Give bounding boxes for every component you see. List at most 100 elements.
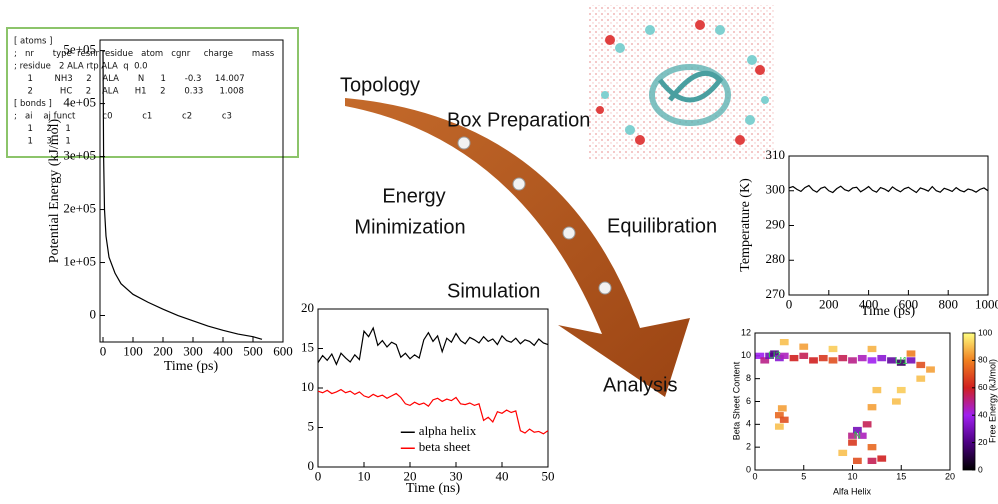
annotation: U1 xyxy=(895,356,908,367)
heat-cell xyxy=(799,353,808,359)
y-tick-label: 12 xyxy=(741,327,751,337)
annotation: N xyxy=(854,430,861,441)
topology-line: 1 3 1 xyxy=(14,137,71,147)
x-tick-label: 0 xyxy=(786,296,793,311)
x-tick-label: 300 xyxy=(183,343,203,358)
y-tick-label: 4e+05 xyxy=(63,95,96,110)
heat-cell xyxy=(775,423,784,429)
stage-label: Topology xyxy=(340,74,420,96)
heat-cell xyxy=(809,357,818,363)
x-tick-label: 40 xyxy=(496,468,509,483)
colorbar-tick-label: 40 xyxy=(978,409,988,419)
y-axis-label: Beta Sheet Content xyxy=(731,361,741,440)
heat-cell xyxy=(868,444,877,450)
heat-cell xyxy=(863,421,872,427)
y-tick-label: 8 xyxy=(746,373,751,383)
plot-frame xyxy=(789,156,988,295)
heat-cell xyxy=(916,362,925,368)
x-axis-label: Time (ps) xyxy=(861,304,916,319)
x-tick-label: 10 xyxy=(358,468,371,483)
x-tick-label: 0 xyxy=(100,343,107,358)
y-tick-label: 0 xyxy=(90,306,97,321)
stage-label: Analysis xyxy=(603,374,677,396)
x-tick-label: 200 xyxy=(819,296,839,311)
colorbar-tick-label: 20 xyxy=(978,437,988,447)
x-tick-label: 200 xyxy=(153,343,173,358)
heat-cell xyxy=(868,346,877,352)
x-tick-label: 500 xyxy=(243,343,263,358)
series-line xyxy=(789,186,988,193)
x-tick-label: 600 xyxy=(273,343,293,358)
x-axis-label: Time (ns) xyxy=(406,481,461,496)
x-axis-label: Alfa Helix xyxy=(833,486,872,496)
heat-cell xyxy=(858,355,867,361)
y-tick-label: 15 xyxy=(301,339,314,354)
topology-line: ; nr type resnr residue atom cgnr charge… xyxy=(14,49,275,59)
x-tick-label: 15 xyxy=(896,472,906,482)
workflow-figure: [ atoms ] ; nr type resnr residue atom cg… xyxy=(0,0,998,499)
x-tick-label: 10 xyxy=(847,472,857,482)
annotation: U2 xyxy=(768,350,781,361)
x-tick-label: 20 xyxy=(945,472,955,482)
heat-cell xyxy=(799,344,808,350)
heat-cell xyxy=(907,357,916,363)
y-tick-label: 1e+05 xyxy=(63,254,96,269)
x-tick-label: 0 xyxy=(752,472,757,482)
y-tick-label: 0 xyxy=(746,464,751,474)
y-tick-label: 6 xyxy=(746,396,751,406)
colorbar-tick-label: 60 xyxy=(978,382,988,392)
protein-image xyxy=(588,5,775,160)
y-tick-label: 280 xyxy=(766,251,786,266)
colorbar-tick-label: 0 xyxy=(978,464,983,474)
y-tick-label: 10 xyxy=(301,379,314,394)
heat-cell xyxy=(780,417,789,423)
heat-cell xyxy=(778,405,787,411)
topology-line: [ atoms ] xyxy=(14,37,53,47)
heat-cell xyxy=(897,387,906,393)
heat-cell xyxy=(868,404,877,410)
heat-cell xyxy=(838,450,847,456)
heat-cell xyxy=(853,458,862,464)
heat-cell xyxy=(819,355,828,361)
heat-cell xyxy=(790,355,799,361)
x-tick-label: 800 xyxy=(938,296,958,311)
y-tick-label: 270 xyxy=(766,286,786,301)
heat-cell xyxy=(829,346,838,352)
y-tick-label: 290 xyxy=(766,216,786,231)
colorbar-label: Free Energy (kJ/mol) xyxy=(987,359,997,443)
x-tick-label: 100 xyxy=(123,343,143,358)
x-tick-label: 1000 xyxy=(975,296,998,311)
y-tick-label: 5 xyxy=(308,418,315,433)
heat-cell xyxy=(926,366,935,372)
x-axis-label: Time (ps) xyxy=(164,359,219,374)
heat-cell xyxy=(877,455,886,461)
colorbar-tick-label: 100 xyxy=(978,327,992,337)
y-tick-label: 2e+05 xyxy=(63,201,96,216)
heat-cell xyxy=(907,350,916,356)
y-tick-label: 4 xyxy=(746,419,751,429)
x-tick-label: 400 xyxy=(213,343,233,358)
stage-label: Energy xyxy=(382,185,445,207)
stage-label: Box Preparation xyxy=(447,109,590,131)
topology-line: 1 NH3 2 ALA N 1 -0.3 14.007 xyxy=(14,74,245,84)
stage-label: Minimization xyxy=(354,216,465,238)
x-tick-label: 0 xyxy=(315,468,322,483)
y-tick-label: 300 xyxy=(766,182,786,197)
x-tick-label: 5 xyxy=(801,472,806,482)
topology-line: ; residue 2 ALA rtp ALA q 0.0 xyxy=(14,62,148,72)
legend-label: beta sheet xyxy=(419,439,471,454)
legend-label: alpha helix xyxy=(419,423,477,438)
colorbar-tick-label: 80 xyxy=(978,355,988,365)
series-line xyxy=(318,328,548,364)
stage-label: Equilibration xyxy=(607,215,717,237)
heat-cell xyxy=(780,339,789,345)
x-tick-label: 50 xyxy=(542,468,555,483)
topology-line: 1 2 1 xyxy=(14,124,71,134)
colorbar xyxy=(963,333,975,470)
heat-cell xyxy=(848,357,857,363)
heat-cell xyxy=(877,355,886,361)
y-tick-label: 5e+05 xyxy=(63,42,96,57)
